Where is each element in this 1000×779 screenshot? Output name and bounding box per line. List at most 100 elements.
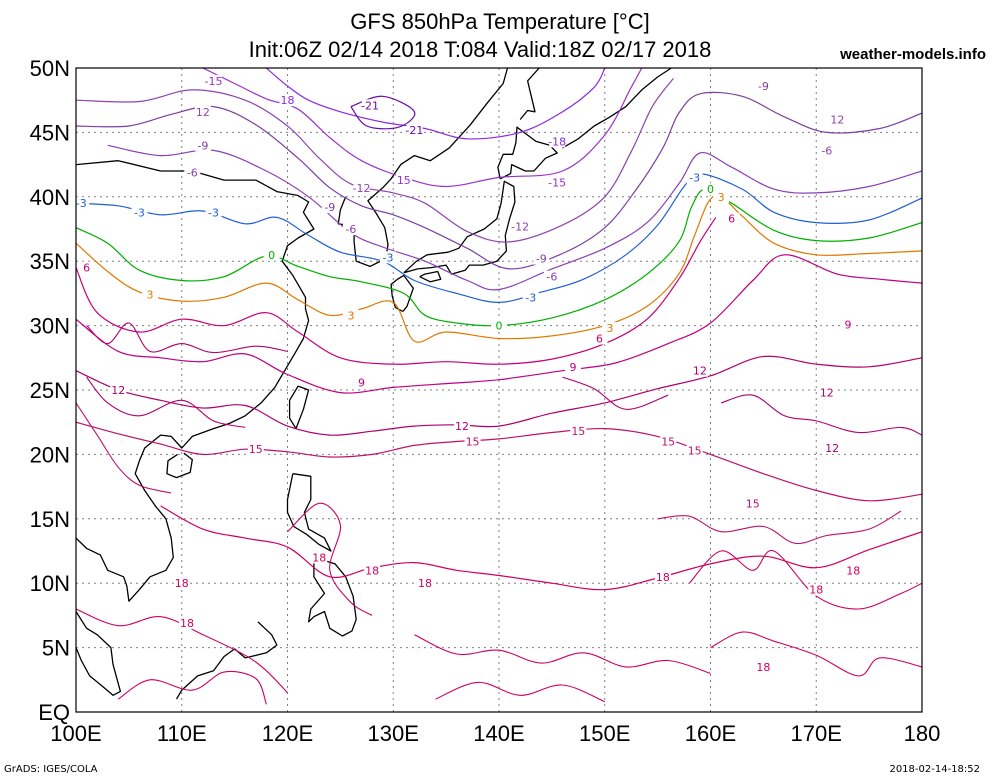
contour-label: -6: [546, 271, 557, 284]
contour-label-bg: [744, 497, 761, 510]
contour-label: -21: [405, 124, 423, 137]
contour-label: 18: [281, 94, 295, 107]
contour-label-bg: [395, 174, 412, 187]
site-credit: weather-models.info: [840, 46, 986, 63]
contour-label-bg: [522, 291, 539, 304]
temperature-contours: [76, 68, 922, 705]
contour-label-bg: [654, 570, 671, 583]
contour-label: 0: [268, 249, 275, 262]
contour-label-bg: [591, 332, 608, 345]
contour-label: 0: [707, 183, 714, 196]
lat-tick-label: 30N: [30, 314, 70, 339]
contour-label-bg: [686, 444, 703, 457]
contour-label: 12: [820, 387, 834, 400]
contour-label-bg: [364, 564, 381, 577]
contour-label-bg: [353, 376, 370, 389]
temperature-contour-line: [160, 505, 922, 591]
lon-tick-label: 170E: [791, 721, 842, 746]
temperature-contour-line: [76, 217, 717, 365]
coastline: [307, 556, 357, 637]
temperature-contour-minor: [414, 634, 711, 674]
contour-label-bg: [491, 319, 507, 332]
footer-credit: GrADS: IGES/COLA: [4, 764, 98, 775]
temperature-contour-minor: [562, 376, 669, 410]
contour-label-bg: [379, 251, 396, 264]
temperature-contour-minor: [86, 376, 246, 428]
contour-label: 12: [830, 114, 844, 127]
contour-label: -18: [548, 135, 566, 148]
contour-label-bg: [602, 322, 619, 335]
contour-label: -3: [134, 206, 145, 219]
coastline: [419, 270, 442, 283]
map-subtitle: Init:06Z 02/14 2018 T:084 Valid:18Z 02/1…: [248, 37, 712, 62]
contour-label-bg: [279, 94, 296, 107]
contour-label: 9: [570, 361, 577, 374]
contour-label-bg: [416, 577, 433, 590]
contour-labels: -3-3 -3-3-3-30003333666999121212121215151…: [73, 74, 862, 674]
contour-label: -3: [689, 171, 700, 184]
temperature-contour-minor: [688, 550, 922, 610]
contour-label: -6: [345, 223, 356, 236]
lon-tick-label: 130E: [368, 721, 419, 746]
contour-label: -3: [76, 197, 87, 210]
contour-label: 6: [596, 332, 603, 345]
temperature-contour-line: [76, 421, 922, 502]
contour-label-bg: [142, 288, 159, 301]
coastline: [166, 452, 193, 479]
contour-label-bg: [205, 74, 222, 87]
contour-label-bg: [691, 364, 708, 377]
lat-tick-label: 35N: [30, 249, 70, 274]
contour-label-bg: [110, 384, 127, 396]
contour-label: 12: [196, 106, 210, 119]
contour-label-bg: [818, 144, 835, 157]
contour-label-bg: [533, 252, 550, 265]
lon-tick-label: 110E: [157, 721, 207, 746]
contour-label: 18: [656, 571, 670, 584]
contour-label: 15: [466, 436, 480, 449]
map-title: GFS 850hPa Temperature [°C]: [350, 9, 650, 34]
contour-label-bg: [453, 420, 470, 433]
contour-label: 9: [844, 318, 851, 331]
contour-label: 3: [718, 191, 725, 204]
contour-label: -6: [187, 166, 198, 179]
temperature-contour-minor: [435, 681, 606, 703]
contour-label: -12: [511, 220, 529, 233]
temperature-contour-minor: [86, 322, 288, 354]
contour-label: -15: [204, 75, 222, 88]
contour-label-bg: [818, 386, 835, 399]
coastline: [337, 68, 509, 268]
contour-label: 18: [809, 584, 823, 597]
contour-label-bg: [713, 190, 730, 203]
contour-label-bg: [829, 113, 846, 126]
contour-label: 18: [365, 564, 379, 577]
temperature-contour-line: [76, 254, 922, 394]
coastline: [76, 611, 122, 696]
contour-label: -9: [197, 139, 208, 152]
contour-label-bg: [78, 261, 95, 274]
contour-label-bg: [512, 220, 529, 233]
temperature-contour-minor: [287, 502, 373, 616]
contour-label-bg: [824, 441, 841, 454]
footer-timestamp: 2018-02-14-18:52: [889, 764, 980, 775]
lat-tick-label: 10N: [30, 571, 70, 596]
contour-label: -12: [353, 182, 371, 195]
contour-label-bg: [179, 617, 196, 630]
plot-frame: [75, 67, 923, 713]
lon-tick-label: 150E: [579, 721, 630, 746]
contour-label-bg: [342, 223, 359, 235]
lon-tick-label: 120E: [262, 721, 313, 746]
contour-label: -9: [758, 80, 769, 93]
lat-tick-label: EQ: [38, 700, 70, 725]
coastline: [562, 68, 672, 149]
contour-label: -9: [536, 253, 547, 266]
contour-label-bg: [723, 212, 740, 225]
contour-label-bg: [839, 318, 856, 331]
coastline: [288, 385, 310, 430]
temperature-contour-minor: [720, 394, 922, 436]
contour-label: 3: [347, 309, 354, 322]
contour-label: -3: [382, 251, 393, 264]
contour-label: 15: [249, 443, 263, 456]
lat-tick-label: 45N: [30, 120, 70, 145]
contour-label: 12: [693, 365, 707, 378]
